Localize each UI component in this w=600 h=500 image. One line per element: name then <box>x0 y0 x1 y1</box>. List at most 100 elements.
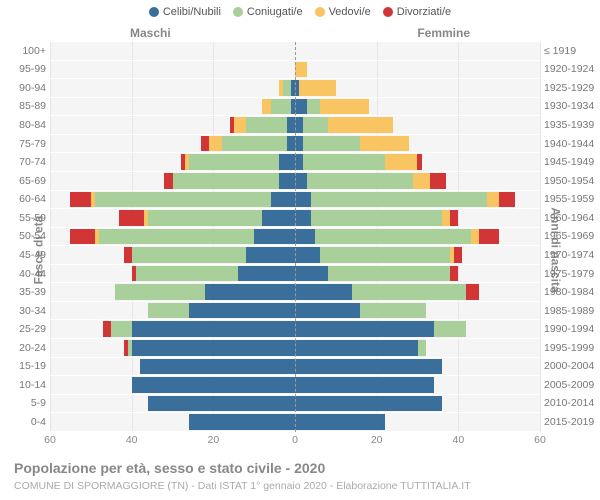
male-bar <box>50 80 295 96</box>
female-bar <box>295 43 540 59</box>
birth-year-label: 1980-1984 <box>544 283 598 301</box>
bar-segment <box>164 173 172 189</box>
female-bar <box>295 321 540 337</box>
male-bar <box>50 136 295 152</box>
bar-segment <box>295 117 303 133</box>
bar-segment <box>295 321 434 337</box>
bar-segment <box>99 229 254 245</box>
bar-segment <box>479 229 499 245</box>
bar-segment <box>307 173 413 189</box>
bar-segment <box>287 136 295 152</box>
female-bar <box>295 80 540 96</box>
bar-segment <box>295 192 311 208</box>
bar-segment <box>189 414 295 430</box>
birth-year-label: 1955-1959 <box>544 191 598 209</box>
age-label: 45-49 <box>10 246 46 264</box>
female-bar <box>295 284 540 300</box>
birth-year-label: 2005-2009 <box>544 376 598 394</box>
female-bar <box>295 117 540 133</box>
age-label: 75-79 <box>10 135 46 153</box>
birth-year-label: 1950-1954 <box>544 172 598 190</box>
bar-segment <box>103 321 111 337</box>
male-column-label: Maschi <box>130 26 171 40</box>
bar-segment <box>418 340 426 356</box>
age-label: 30-34 <box>10 302 46 320</box>
bar-segment <box>295 247 320 263</box>
birth-year-label: 1995-1999 <box>544 339 598 357</box>
bar-segment <box>279 154 295 170</box>
birth-year-label: 1985-1989 <box>544 302 598 320</box>
bar-segment <box>311 192 487 208</box>
bar-segment <box>246 247 295 263</box>
chart-title: Popolazione per età, sesso e stato civil… <box>14 460 325 476</box>
age-label: 40-44 <box>10 265 46 283</box>
female-bar <box>295 303 540 319</box>
legend-item: Vedovi/e <box>315 6 371 18</box>
birth-year-label: 1935-1939 <box>544 116 598 134</box>
bar-segment <box>111 321 131 337</box>
gridline <box>540 42 541 432</box>
age-label: 60-64 <box>10 191 46 209</box>
bar-segment <box>295 303 360 319</box>
age-label: 5-9 <box>10 395 46 413</box>
legend-label: Coniugati/e <box>247 6 303 18</box>
female-bar <box>295 173 540 189</box>
age-label: 80-84 <box>10 116 46 134</box>
bar-segment <box>295 414 385 430</box>
x-axis: 6040200204060 <box>50 434 540 448</box>
bar-segment <box>295 359 442 375</box>
bar-segment <box>450 210 458 226</box>
x-tick-label: 60 <box>534 434 546 446</box>
bar-segment <box>320 99 369 115</box>
bar-segment <box>132 340 295 356</box>
birth-year-label: 1925-1929 <box>544 79 598 97</box>
bar-segment <box>115 284 205 300</box>
bar-segment <box>295 284 352 300</box>
bar-segment <box>430 173 446 189</box>
age-label: 25-29 <box>10 320 46 338</box>
bar-segment <box>95 192 271 208</box>
age-label: 65-69 <box>10 172 46 190</box>
legend-item: Coniugati/e <box>233 6 303 18</box>
bar-segment <box>466 284 478 300</box>
bar-segment <box>385 154 418 170</box>
bar-segment <box>119 210 144 226</box>
legend-item: Celibi/Nubili <box>149 6 221 18</box>
birth-year-label: 1920-1924 <box>544 61 598 79</box>
legend-swatch <box>315 7 325 17</box>
bar-segment <box>201 136 209 152</box>
male-bar <box>50 210 295 226</box>
legend: Celibi/Nubili Coniugati/e Vedovi/e Divorzia… <box>0 6 600 18</box>
x-tick-label: 20 <box>371 434 383 446</box>
plot-area: 100+≤ 191995-991920-192490-941925-192985… <box>50 42 540 432</box>
female-bar <box>295 136 540 152</box>
female-bar <box>295 340 540 356</box>
legend-label: Divorziati/e <box>397 6 451 18</box>
bar-segment <box>434 321 467 337</box>
birth-year-label: 2010-2014 <box>544 395 598 413</box>
female-bar <box>295 396 540 412</box>
age-label: 0-4 <box>10 413 46 431</box>
male-bar <box>50 229 295 245</box>
bar-segment <box>124 247 132 263</box>
female-bar <box>295 247 540 263</box>
bar-segment <box>328 117 393 133</box>
bar-segment <box>234 117 246 133</box>
legend-label: Celibi/Nubili <box>163 6 221 18</box>
age-label: 100+ <box>10 42 46 60</box>
male-bar <box>50 303 295 319</box>
bar-segment <box>148 396 295 412</box>
birth-year-label: 1960-1964 <box>544 209 598 227</box>
bar-segment <box>360 136 409 152</box>
birth-year-label: 1975-1979 <box>544 265 598 283</box>
bar-segment <box>70 192 90 208</box>
bar-segment <box>262 99 270 115</box>
age-label: 35-39 <box>10 283 46 301</box>
bar-segment <box>295 396 442 412</box>
birth-year-label: 2000-2004 <box>544 358 598 376</box>
age-label: 70-74 <box>10 153 46 171</box>
bar-segment <box>450 266 458 282</box>
birth-year-label: 1940-1944 <box>544 135 598 153</box>
bar-segment <box>262 210 295 226</box>
bar-segment <box>417 154 421 170</box>
